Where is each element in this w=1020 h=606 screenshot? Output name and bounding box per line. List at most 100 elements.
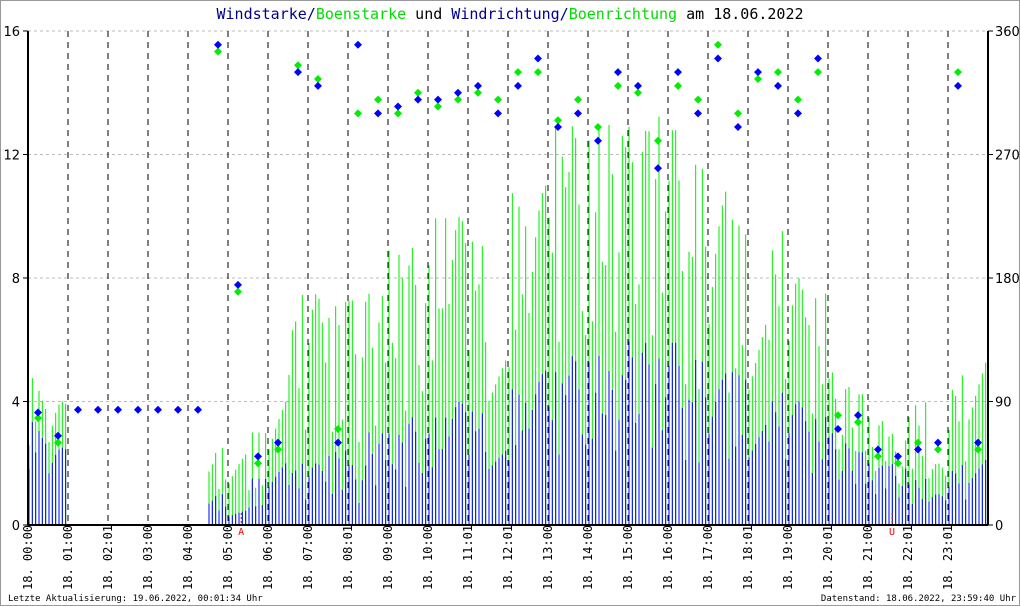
point-windrichtung bbox=[574, 109, 582, 118]
point-windrichtung bbox=[494, 109, 502, 118]
chart-title: Windstarke/Boenstarke und Windrichtung/B… bbox=[216, 5, 803, 23]
point-windrichtung bbox=[154, 405, 162, 414]
point-windrichtung bbox=[874, 445, 882, 454]
point-boenrichtung bbox=[394, 109, 402, 118]
right-tick-label: 90 bbox=[995, 396, 1012, 411]
point-windrichtung bbox=[454, 88, 462, 97]
point-windrichtung bbox=[514, 81, 522, 90]
point-windrichtung bbox=[234, 280, 242, 289]
x-tick-label: 18. 09:00 bbox=[381, 525, 395, 590]
point-boenrichtung bbox=[534, 68, 542, 77]
point-boenrichtung bbox=[894, 459, 902, 468]
x-tick-label: 18. 14:00 bbox=[581, 525, 595, 590]
point-boenrichtung bbox=[334, 424, 342, 433]
x-tick-label: 18. 18:01 bbox=[741, 525, 755, 590]
point-series bbox=[34, 40, 982, 468]
point-boenrichtung bbox=[34, 413, 42, 422]
point-windrichtung bbox=[214, 40, 222, 49]
title-part: Windrichtung bbox=[451, 5, 559, 23]
x-tick-label: 18. 05:00 bbox=[221, 525, 235, 590]
point-boenrichtung bbox=[494, 95, 502, 104]
point-boenrichtung bbox=[634, 88, 642, 97]
x-tick-label: 18. 01:00 bbox=[61, 525, 75, 590]
point-windrichtung bbox=[894, 452, 902, 461]
point-boenrichtung bbox=[654, 136, 662, 145]
x-tick-label: 18. 13:00 bbox=[541, 525, 555, 590]
point-boenrichtung bbox=[234, 287, 242, 296]
right-tick-label: 360 bbox=[995, 25, 1020, 40]
point-windrichtung bbox=[714, 54, 722, 63]
title-part: / bbox=[560, 5, 569, 23]
point-windrichtung bbox=[54, 431, 62, 440]
point-windrichtung bbox=[734, 123, 742, 132]
point-windrichtung bbox=[74, 405, 82, 414]
point-windrichtung bbox=[294, 68, 302, 77]
point-boenrichtung bbox=[614, 81, 622, 90]
point-windrichtung bbox=[534, 54, 542, 63]
point-windrichtung bbox=[34, 408, 42, 417]
point-windrichtung bbox=[934, 438, 942, 447]
x-tick-label: 18. 16:00 bbox=[661, 525, 675, 590]
point-boenrichtung bbox=[54, 438, 62, 447]
x-tick-label: 18. 10:00 bbox=[421, 525, 435, 590]
x-tick-label: 18. 11:01 bbox=[461, 525, 475, 590]
axes bbox=[23, 30, 993, 526]
point-windrichtung bbox=[974, 438, 982, 447]
title-part: Windstarke bbox=[216, 5, 306, 23]
point-boenrichtung bbox=[594, 123, 602, 132]
x-tick-label: 18. 17:00 bbox=[701, 525, 715, 590]
point-windrichtung bbox=[594, 136, 602, 145]
point-windrichtung bbox=[694, 109, 702, 118]
point-windrichtung bbox=[654, 164, 662, 173]
point-boenrichtung bbox=[214, 47, 222, 56]
x-tick-label: 18. 15:00 bbox=[621, 525, 635, 590]
point-boenrichtung bbox=[774, 68, 782, 77]
point-windrichtung bbox=[394, 102, 402, 111]
x-tick-label: 18. 20:01 bbox=[821, 525, 835, 590]
point-windrichtung bbox=[914, 445, 922, 454]
point-boenrichtung bbox=[354, 109, 362, 118]
point-windrichtung bbox=[374, 109, 382, 118]
title-part: / bbox=[307, 5, 316, 23]
x-tick-label: 18. 08:01 bbox=[341, 525, 355, 590]
x-tick-label: 18. 23:01 bbox=[941, 525, 955, 590]
point-boenrichtung bbox=[574, 95, 582, 104]
point-windrichtung bbox=[114, 405, 122, 414]
x-tick-label: 18. 19:00 bbox=[781, 525, 795, 590]
point-boenrichtung bbox=[294, 61, 302, 70]
point-windrichtung bbox=[414, 95, 422, 104]
point-boenrichtung bbox=[734, 109, 742, 118]
point-boenrichtung bbox=[754, 75, 762, 84]
point-boenrichtung bbox=[474, 88, 482, 97]
point-boenrichtung bbox=[874, 452, 882, 461]
point-boenrichtung bbox=[954, 68, 962, 77]
point-windrichtung bbox=[834, 424, 842, 433]
point-boenrichtung bbox=[814, 68, 822, 77]
point-windrichtung bbox=[774, 81, 782, 90]
point-windrichtung bbox=[194, 405, 202, 414]
left-tick-label: 8 bbox=[12, 272, 20, 287]
point-windrichtung bbox=[814, 54, 822, 63]
point-windrichtung bbox=[854, 411, 862, 420]
point-boenrichtung bbox=[914, 438, 922, 447]
right-tick-label: 180 bbox=[995, 272, 1020, 287]
point-boenrichtung bbox=[714, 40, 722, 49]
title-part: Boenrichtung bbox=[569, 5, 677, 23]
point-windrichtung bbox=[434, 95, 442, 104]
point-windrichtung bbox=[794, 109, 802, 118]
x-tick-label: 18. 00:00 bbox=[21, 525, 35, 590]
point-windrichtung bbox=[274, 438, 282, 447]
point-boenrichtung bbox=[274, 445, 282, 454]
point-boenrichtung bbox=[854, 418, 862, 427]
point-windrichtung bbox=[754, 68, 762, 77]
point-boenrichtung bbox=[414, 88, 422, 97]
point-windrichtung bbox=[94, 405, 102, 414]
point-windrichtung bbox=[614, 68, 622, 77]
point-windrichtung bbox=[354, 40, 362, 49]
left-tick-label: 12 bbox=[3, 149, 20, 164]
marker-label: A bbox=[238, 527, 244, 538]
point-boenrichtung bbox=[674, 81, 682, 90]
point-boenrichtung bbox=[794, 95, 802, 104]
x-tick-label: 18. 04:00 bbox=[181, 525, 195, 590]
